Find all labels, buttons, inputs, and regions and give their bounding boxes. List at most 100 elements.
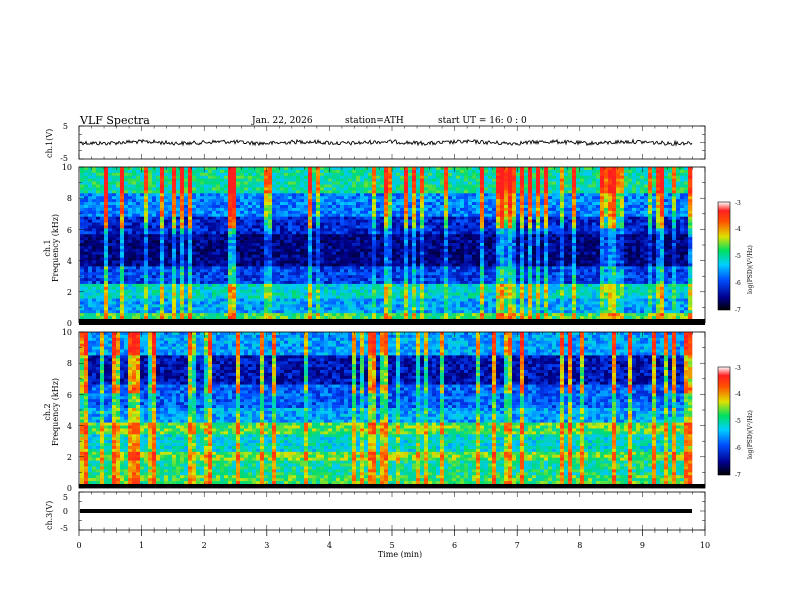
spectrogram-cell [620, 216, 625, 220]
spectrogram-cell [276, 202, 281, 206]
spectrogram-cell [496, 237, 501, 241]
spectrogram-cell [320, 228, 325, 232]
spectrogram-cell [588, 228, 593, 232]
spectrogram-cell [428, 245, 433, 250]
spectrogram-cell [592, 228, 597, 232]
spectrogram-cell [260, 207, 265, 212]
spectrogram-cell [444, 216, 449, 220]
spectrogram-cell [584, 213, 589, 217]
spectrogram-cell [272, 254, 277, 258]
spectrogram-cell [584, 184, 589, 188]
spectrogram-cell [580, 190, 585, 194]
spectrogram-cell [324, 225, 329, 229]
spectrogram-cell [460, 169, 465, 174]
spectrogram-cell [104, 216, 109, 220]
spectrogram-cell [340, 190, 345, 194]
spectrogram-cell [92, 172, 97, 177]
spectrogram-cell [684, 248, 689, 253]
spectrogram-cell [596, 245, 601, 250]
spectrogram-cell [616, 248, 621, 253]
spectrogram-cell [176, 213, 181, 217]
spectrogram-cell [568, 167, 573, 171]
spectrogram-cell [196, 251, 201, 255]
spectrogram-cell [680, 181, 685, 185]
spectrogram-cell [488, 207, 493, 212]
spectrogram-cell [604, 205, 609, 209]
spectrogram-cell [636, 219, 641, 223]
spectrogram-cell [168, 257, 173, 261]
spectrogram-cell [524, 181, 529, 185]
spectrogram-cell [576, 240, 581, 244]
spectrogram-cell [176, 210, 181, 215]
spectrogram-cell [532, 216, 537, 220]
spectrogram-cell [104, 254, 109, 258]
spectrogram-cell [88, 245, 93, 250]
spectrogram-cell [316, 193, 321, 197]
spectrogram-cell [632, 187, 637, 191]
spectrogram-cell [368, 193, 373, 197]
spectrogram-cell [504, 184, 509, 188]
header-start-time: start UT = 16: 0 : 0 [438, 116, 527, 126]
spectrogram-cell [540, 205, 545, 209]
spectrogram-cell [380, 231, 385, 235]
spectrogram-cell [504, 245, 509, 250]
spectrogram-cell [328, 213, 333, 217]
spectrogram-cell [272, 202, 277, 206]
spectrogram-cell [400, 175, 405, 179]
spectrogram-cell [124, 193, 129, 197]
spectrogram-cell [552, 251, 557, 255]
spectrogram-cell [480, 243, 485, 247]
spectrogram-cell [572, 231, 577, 235]
spectrogram-cell [208, 193, 213, 197]
spectrogram-cell [272, 219, 277, 223]
spectrogram-cell [156, 167, 161, 171]
spectrogram-cell [228, 199, 233, 203]
spectrogram-cell [536, 254, 541, 258]
spectrogram-cell [644, 216, 649, 220]
spectrogram-cell [92, 213, 97, 217]
spectrogram-cell [376, 210, 381, 215]
spectrogram-cell [464, 184, 469, 188]
spectrogram-cell [552, 210, 557, 215]
spectrogram-cell [248, 222, 253, 226]
spectrogram-cell [260, 254, 265, 258]
spectrogram-cell [108, 202, 113, 206]
spectrogram-cell [92, 231, 97, 235]
spectrogram-cell [644, 222, 649, 226]
spectrogram-cell [200, 210, 205, 215]
spectrogram-cell [272, 196, 277, 200]
spectrogram-cell [568, 237, 573, 241]
spectrogram-cell [636, 184, 641, 188]
spectrogram-cell [80, 167, 85, 171]
spectrogram-cell [368, 184, 373, 188]
spectrogram-cell [280, 231, 285, 235]
spectrogram-cell [608, 234, 613, 238]
spectrogram-cell [196, 222, 201, 226]
spectrogram-cell [560, 181, 565, 185]
spectrogram-cell [100, 219, 105, 223]
spectrogram-cell [512, 169, 517, 174]
spectrogram-cell [536, 248, 541, 253]
spectrogram-cell [496, 240, 501, 244]
spectrogram-cell [280, 178, 285, 182]
spectrogram-cell [236, 175, 241, 179]
spectrogram-cell [196, 187, 201, 191]
spectrogram-cell [532, 254, 537, 258]
spectrogram-cell [160, 207, 165, 212]
spectrogram-cell [608, 196, 613, 200]
spectrogram-cell [440, 222, 445, 226]
spectrogram-cell [552, 237, 557, 241]
spectrogram-cell [624, 172, 629, 177]
spectrogram-cell [208, 251, 213, 255]
spectrogram-cell [660, 169, 665, 174]
spectrogram-cell [88, 248, 93, 253]
spectrogram-cell [404, 254, 409, 258]
spectrogram-cell [644, 243, 649, 247]
spectrogram-cell [152, 199, 157, 203]
spectrogram-cell [220, 228, 225, 232]
spectrogram-cell [364, 240, 369, 244]
spectrogram-cell [616, 213, 621, 217]
spectrogram-cell [268, 228, 273, 232]
spectrogram-cell [244, 225, 249, 229]
spectrogram-cell [468, 207, 473, 212]
